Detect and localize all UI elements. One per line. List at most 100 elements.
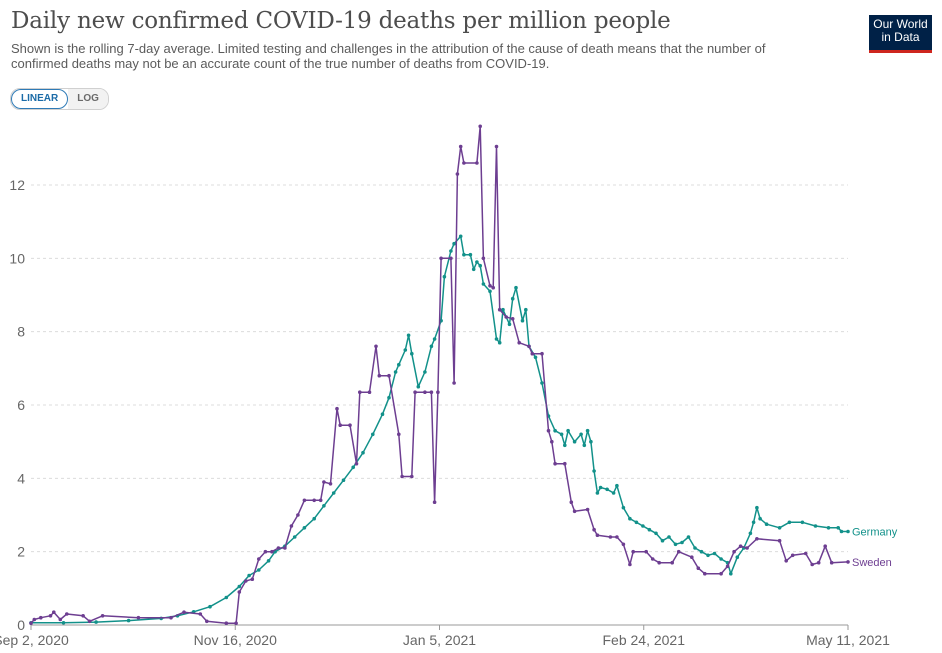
data-point-sweden <box>810 562 814 567</box>
data-point-germany <box>488 289 492 294</box>
data-point-germany <box>647 527 652 532</box>
data-point-sweden <box>494 144 499 149</box>
data-point-germany <box>553 428 557 433</box>
data-point-sweden <box>784 559 788 563</box>
data-point-germany <box>605 487 609 492</box>
data-point-germany <box>410 351 414 356</box>
data-point-germany <box>598 485 603 490</box>
data-point-germany <box>351 465 356 470</box>
data-point-germany <box>686 535 691 539</box>
data-point-germany <box>680 540 684 545</box>
data-point-germany <box>61 621 66 625</box>
data-point-sweden <box>367 390 372 395</box>
data-point-germany <box>572 439 577 444</box>
data-point-sweden <box>169 615 173 620</box>
data-point-sweden <box>585 507 590 512</box>
data-point-sweden <box>650 557 655 561</box>
data-point-germany <box>208 604 212 609</box>
data-point-germany <box>403 348 408 352</box>
linear-scale-button[interactable]: LINEAR <box>11 89 69 109</box>
data-point-sweden <box>136 615 141 620</box>
x-tick-label: Jan 5, 2021 <box>403 632 476 648</box>
data-point-sweden <box>198 612 203 616</box>
data-point-germany <box>423 370 427 374</box>
data-point-germany <box>510 296 515 301</box>
data-point-sweden <box>703 571 707 576</box>
owid-logo[interactable]: Our World in Data <box>869 15 932 53</box>
data-point-germany <box>729 571 733 576</box>
data-point-germany <box>654 531 658 536</box>
data-point-germany <box>758 516 762 521</box>
data-point-germany <box>589 439 593 444</box>
data-point-germany <box>719 557 723 561</box>
data-point-germany <box>429 344 434 349</box>
data-point-germany <box>628 516 632 521</box>
data-point-germany <box>764 522 769 526</box>
data-point-sweden <box>224 621 229 625</box>
data-point-germany <box>126 618 131 623</box>
data-point-sweden <box>29 621 33 625</box>
data-point-sweden <box>690 555 694 559</box>
data-point-sweden <box>439 256 443 261</box>
data-point-germany <box>582 443 587 448</box>
data-point-sweden <box>410 474 414 479</box>
y-tick-label: 8 <box>17 324 25 340</box>
data-point-sweden <box>205 619 209 624</box>
data-point-sweden <box>478 124 483 129</box>
data-point-germany <box>237 584 242 589</box>
data-point-germany <box>693 546 697 550</box>
logo-line-2: in Data <box>881 30 920 44</box>
data-point-germany <box>442 274 447 279</box>
data-point-germany <box>595 491 600 495</box>
log-scale-button[interactable]: LOG <box>68 89 108 109</box>
data-point-germany <box>673 542 678 547</box>
y-tick-label: 4 <box>17 470 25 486</box>
data-point-germany <box>836 526 840 530</box>
data-point-sweden <box>696 566 701 570</box>
data-point-germany <box>514 285 518 290</box>
data-point-germany <box>397 362 401 367</box>
x-tick-label: May 11, 2021 <box>806 632 890 648</box>
y-tick-label: 12 <box>9 177 25 193</box>
data-point-sweden <box>504 315 509 319</box>
data-point-sweden <box>540 351 544 356</box>
y-tick-label: 10 <box>9 250 25 266</box>
data-point-sweden <box>488 284 492 288</box>
data-point-germany <box>462 252 466 257</box>
data-point-sweden <box>397 432 401 437</box>
data-point-sweden <box>58 617 63 622</box>
series-line-sweden <box>30 125 849 624</box>
series-label-germany: Germany <box>852 527 898 539</box>
series-label-sweden: Sweden <box>852 557 892 569</box>
data-point-sweden <box>569 500 574 505</box>
data-point-germany <box>846 529 850 534</box>
data-point-sweden <box>595 533 600 537</box>
data-point-germany <box>520 318 525 323</box>
data-point-germany <box>416 384 421 389</box>
data-point-germany <box>755 505 759 510</box>
data-point-sweden <box>777 538 782 543</box>
data-point-sweden <box>234 621 238 625</box>
data-point-germany <box>393 370 398 374</box>
data-point-sweden <box>455 172 460 176</box>
data-point-sweden <box>621 542 626 547</box>
data-point-sweden <box>670 560 674 565</box>
data-point-sweden <box>755 537 759 541</box>
data-point-germany <box>224 595 229 600</box>
data-point-sweden <box>52 610 56 614</box>
data-point-sweden <box>530 351 535 356</box>
data-point-sweden <box>335 406 339 411</box>
data-point-sweden <box>65 612 69 616</box>
data-point-sweden <box>803 551 808 556</box>
data-point-germany <box>94 620 98 624</box>
data-point-sweden <box>302 498 307 503</box>
scale-toggle[interactable]: LINEAR LOG <box>10 88 109 110</box>
y-tick-label: 6 <box>17 397 25 413</box>
data-point-sweden <box>413 390 417 395</box>
data-point-sweden <box>449 256 453 261</box>
data-point-germany <box>452 241 456 246</box>
data-point-sweden <box>296 513 300 517</box>
data-point-germany <box>699 549 704 554</box>
data-point-germany <box>361 450 365 455</box>
